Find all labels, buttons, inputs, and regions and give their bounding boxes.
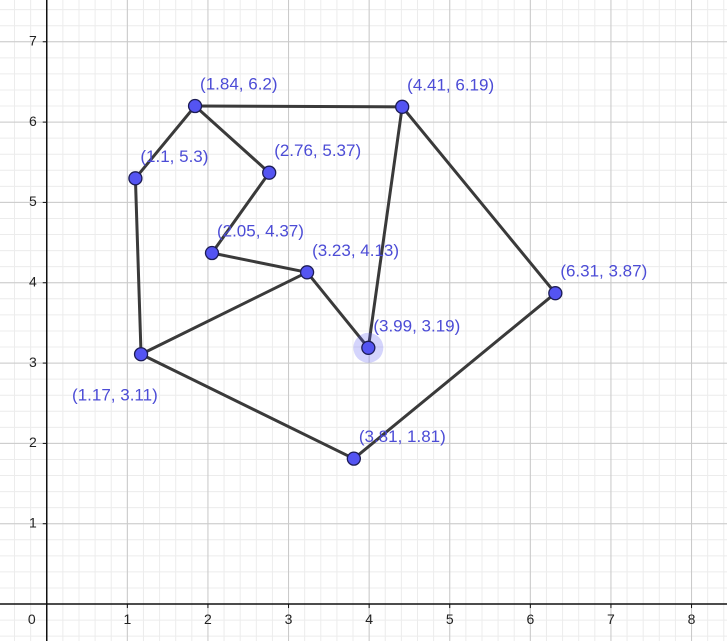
y-tick-label: 3	[29, 354, 37, 370]
x-tick-label: 3	[285, 611, 293, 627]
point-label: (3.81, 1.81)	[359, 427, 446, 446]
segment	[210, 171, 271, 255]
point	[187, 98, 203, 114]
point	[299, 265, 315, 280]
point-label: (2.76, 5.37)	[274, 141, 361, 160]
x-tick-label: 0	[28, 611, 36, 627]
point-label: (1.84, 6.2)	[200, 75, 277, 94]
segment	[400, 105, 557, 295]
segment	[352, 291, 557, 461]
segment	[305, 270, 370, 350]
point	[395, 99, 410, 114]
point-label: (3.99, 3.19)	[373, 316, 460, 335]
point	[346, 451, 361, 466]
point	[133, 347, 149, 362]
point-label: (1.17, 3.11)	[72, 386, 158, 405]
point-label: (1.1, 5.3)	[140, 147, 208, 166]
y-tick-label: 7	[29, 32, 37, 48]
point-label: (4.41, 6.19)	[407, 75, 494, 94]
x-tick-label: 8	[688, 611, 696, 627]
segment	[139, 270, 309, 356]
segment	[193, 104, 404, 109]
point	[128, 171, 143, 186]
segment	[366, 105, 404, 350]
y-tick-label: 6	[29, 113, 37, 129]
y-tick-label: 5	[29, 193, 37, 209]
x-tick-label: 1	[123, 611, 131, 627]
point	[361, 340, 376, 355]
y-tick-label: 2	[29, 434, 37, 450]
segment	[193, 104, 271, 175]
point	[548, 286, 563, 301]
y-tick-label: 1	[29, 514, 37, 530]
point-label: (2.05, 4.37)	[217, 222, 304, 241]
x-tick-label: 4	[365, 611, 373, 627]
point-label: (6.31, 3.87)	[560, 262, 647, 281]
segment	[210, 251, 309, 274]
point	[262, 165, 277, 180]
segment	[139, 352, 356, 461]
x-tick-label: 7	[607, 611, 615, 627]
segment	[133, 176, 143, 356]
segment	[133, 104, 197, 180]
x-tick-label: 5	[446, 611, 454, 627]
point-label: (3.23, 4.13)	[312, 241, 399, 260]
x-tick-label: 6	[526, 611, 534, 627]
y-tick-label: 4	[29, 273, 37, 289]
point	[204, 245, 220, 261]
x-tick-label: 2	[204, 611, 212, 627]
